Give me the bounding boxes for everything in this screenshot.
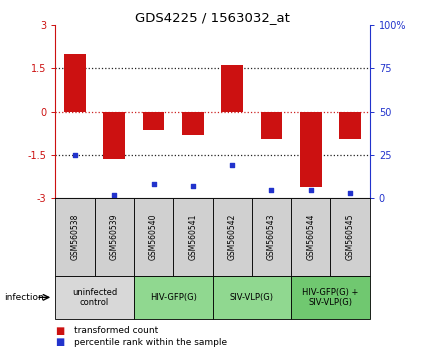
Bar: [339, 112, 361, 139]
Bar: [261, 112, 282, 139]
Point: [150, 182, 157, 187]
Point: [229, 162, 235, 168]
Point: [268, 187, 275, 193]
Text: GSM560543: GSM560543: [267, 214, 276, 261]
Bar: [182, 112, 204, 135]
Bar: [331, 198, 370, 276]
Text: GSM560544: GSM560544: [306, 214, 315, 261]
Bar: [300, 112, 322, 187]
Text: GSM560542: GSM560542: [228, 214, 237, 261]
Text: HIV-GFP(G): HIV-GFP(G): [150, 293, 197, 302]
Point: [347, 190, 354, 196]
Bar: [134, 276, 212, 319]
Text: GSM560538: GSM560538: [71, 214, 79, 261]
Bar: [143, 112, 164, 130]
Bar: [103, 112, 125, 159]
Point: [307, 187, 314, 193]
Bar: [212, 276, 291, 319]
Text: ■: ■: [55, 337, 65, 347]
Bar: [212, 198, 252, 276]
Text: GSM560545: GSM560545: [346, 214, 354, 261]
Text: uninfected
control: uninfected control: [72, 288, 117, 307]
Text: percentile rank within the sample: percentile rank within the sample: [74, 338, 227, 347]
Text: SIV-VLP(G): SIV-VLP(G): [230, 293, 274, 302]
Text: transformed count: transformed count: [74, 326, 159, 336]
Bar: [134, 198, 173, 276]
Bar: [291, 276, 370, 319]
Bar: [173, 198, 212, 276]
Text: HIV-GFP(G) +
SIV-VLP(G): HIV-GFP(G) + SIV-VLP(G): [302, 288, 359, 307]
Text: GSM560540: GSM560540: [149, 214, 158, 261]
Bar: [252, 198, 291, 276]
Text: infection: infection: [4, 293, 44, 302]
Bar: [64, 54, 86, 112]
Text: GSM560541: GSM560541: [188, 214, 197, 261]
Bar: [221, 65, 243, 112]
Text: GSM560539: GSM560539: [110, 214, 119, 261]
Point: [111, 192, 118, 198]
Point: [190, 183, 196, 189]
Bar: [94, 198, 134, 276]
Bar: [291, 198, 331, 276]
Bar: [55, 276, 134, 319]
Bar: [55, 198, 94, 276]
Point: [71, 152, 78, 158]
Text: GDS4225 / 1563032_at: GDS4225 / 1563032_at: [135, 11, 290, 24]
Text: ■: ■: [55, 326, 65, 336]
